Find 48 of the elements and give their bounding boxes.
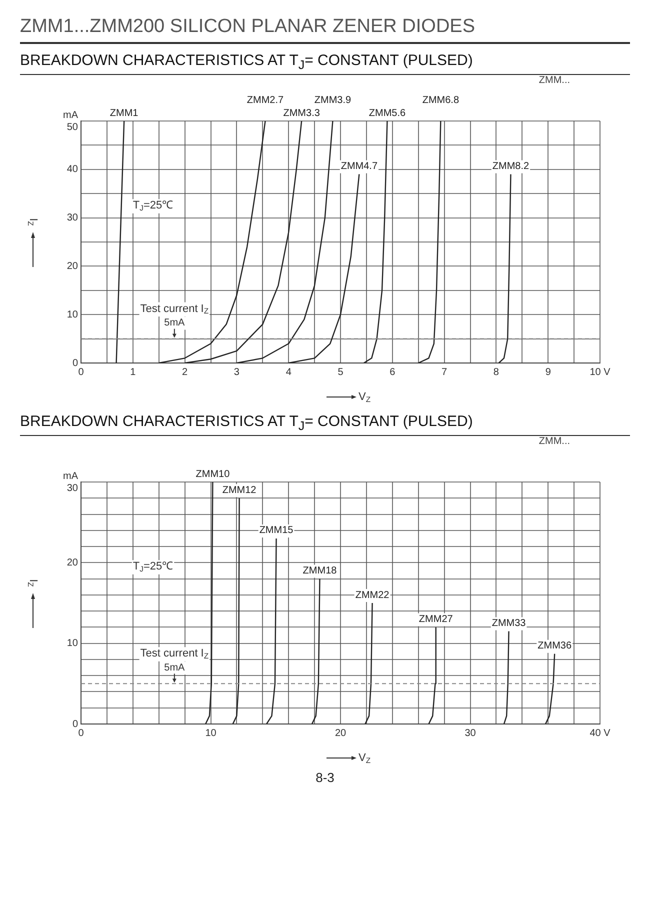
series-label: ZMM27 [418, 614, 454, 625]
x-tick-label: 7 [442, 366, 448, 378]
series-label: ZMM1 [110, 108, 139, 119]
y-tick-label: 0 [72, 358, 78, 369]
series-label: ZMM22 [355, 590, 390, 601]
y-tick-label: 10 [66, 638, 78, 650]
text: ZMM... [538, 75, 571, 87]
y-tick-label: 0 [72, 718, 78, 730]
series-label: ZMM15 [259, 525, 294, 536]
x-tick-label: 20 [334, 728, 346, 739]
x-tick-label: 6 [390, 366, 396, 378]
x-tick-label: 10 [205, 728, 217, 739]
y-tick-label: 20 [66, 557, 78, 568]
x-tick-label: 40 V [590, 728, 611, 739]
x-tick-label: 5 [338, 366, 344, 378]
x-tick-label: 8 [493, 366, 500, 378]
x-tick-label: 4 [286, 366, 292, 378]
chart-title: BREAKDOWN CHARACTERISTICS AT T$_{J}$= CONSTANT (PULSED) [20, 413, 630, 436]
x-tick-label: 2 [182, 366, 188, 378]
series-label: ZMM5.6 [368, 108, 406, 119]
chart-title: ZMM1...ZMM200 SILICON PLANAR ZENER DIODES [20, 16, 630, 44]
x-tick-label: 9 [545, 366, 552, 378]
text: ZMM2.7 [246, 94, 284, 106]
y-tick-label: 30 [66, 212, 78, 224]
y-tick-label: 40 [66, 164, 78, 176]
chart-subtitle: BREAKDOWN CHARACTERISTICS AT T$_{J}$= CONSTANT (PULSED) [20, 52, 630, 75]
series-label: ZMM18 [302, 566, 338, 577]
series-label: ZMM36 [538, 640, 572, 652]
x-tick-label: 30 [464, 728, 476, 739]
series-label: ZMM4.7 [340, 160, 378, 172]
text: ZMM6.8 [422, 94, 460, 106]
ref-line-label: 5mA [164, 662, 186, 674]
series-label: ZMM12 [222, 484, 257, 496]
x-tick-label: 10 V [590, 366, 611, 378]
series-label: ZMM8.2 [492, 160, 530, 172]
series-label: ZMM33 [492, 618, 526, 629]
text: 8-3 [314, 770, 336, 785]
y-tick-label: mA 50 [63, 110, 78, 133]
series-label: ZMM3.3 [283, 108, 320, 119]
y-tick-label: 20 [66, 260, 78, 272]
series-label: ZMM10 [196, 468, 230, 480]
text: ZMM... [538, 436, 571, 448]
y-tick-label: mA 30 [63, 470, 78, 494]
text: ZMM3.9 [314, 94, 352, 106]
x-tick-label: 1 [130, 366, 136, 378]
x-tick-label: 3 [234, 366, 240, 378]
ref-line-label: 5mA [164, 318, 186, 329]
y-tick-label: 10 [66, 309, 78, 320]
